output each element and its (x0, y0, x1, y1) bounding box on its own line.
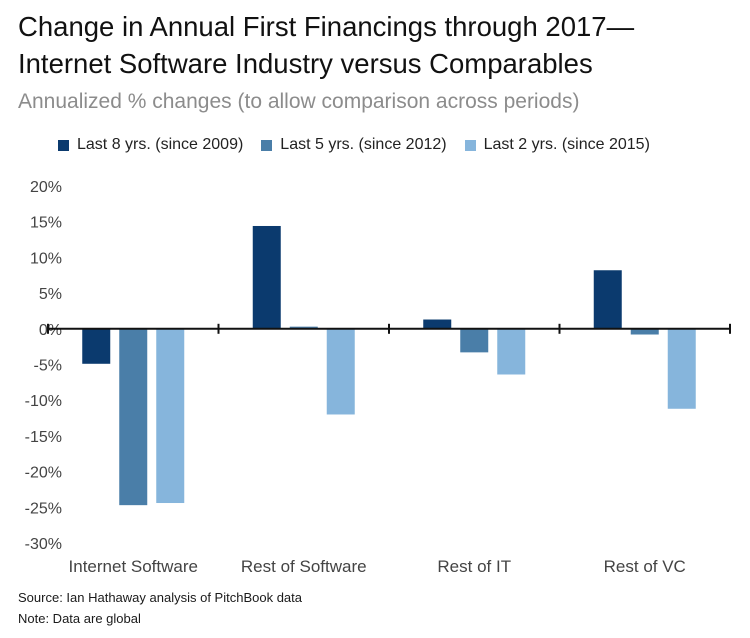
legend-label: Last 2 yrs. (since 2015) (483, 136, 650, 153)
data-note: Note: Data are global (18, 611, 141, 626)
bar (667, 328, 696, 409)
y-tick-label: -5% (34, 358, 62, 375)
y-tick-label: 15% (30, 215, 62, 232)
chart-title-line-1: Change in Annual First Financings throug… (18, 11, 635, 42)
bar (423, 319, 452, 329)
legend-item: Last 8 yrs. (since 2009) (58, 136, 243, 154)
x-category-label: Rest of VC (604, 557, 686, 576)
bar (326, 328, 355, 415)
bar (119, 328, 148, 506)
legend-item: Last 2 yrs. (since 2015) (464, 136, 650, 154)
legend-swatch (464, 139, 476, 151)
x-category-label: Rest of IT (437, 557, 511, 576)
source-note: Source: Ian Hathaway analysis of PitchBo… (18, 590, 302, 605)
bar (460, 328, 489, 353)
legend-swatch (261, 139, 273, 151)
y-tick-label: -15% (25, 429, 62, 446)
y-tick-label: 5% (39, 286, 62, 303)
bar (252, 225, 281, 329)
legend-item: Last 5 yrs. (since 2012) (261, 136, 447, 154)
y-tick-label: -10% (25, 393, 62, 410)
y-tick-label: 20% (30, 179, 62, 196)
x-category-label: Internet Software (69, 557, 198, 576)
chart-title-line-2: Internet Software Industry versus Compar… (18, 48, 593, 79)
bar (156, 328, 185, 504)
legend-label: Last 8 yrs. (since 2009) (77, 136, 244, 153)
chart-title: Change in Annual First Financings throug… (18, 8, 738, 82)
bar (497, 328, 526, 375)
legend-label: Last 5 yrs. (since 2012) (280, 136, 447, 153)
legend-swatch (58, 139, 69, 151)
bar (593, 270, 622, 329)
y-tick-label: 0% (39, 322, 62, 339)
bar (82, 328, 111, 364)
y-tick-label: -25% (25, 500, 62, 517)
bar (630, 328, 659, 335)
bar (289, 326, 318, 329)
x-category-label: Rest of Software (241, 557, 367, 576)
y-tick-label: -30% (25, 536, 62, 553)
y-tick-label: -20% (25, 465, 62, 482)
chart-legend: Last 8 yrs. (since 2009) Last 5 yrs. (sin… (58, 134, 668, 156)
y-tick-label: 10% (30, 250, 62, 267)
chart-subtitle: Annualized % changes (to allow compariso… (18, 90, 580, 113)
